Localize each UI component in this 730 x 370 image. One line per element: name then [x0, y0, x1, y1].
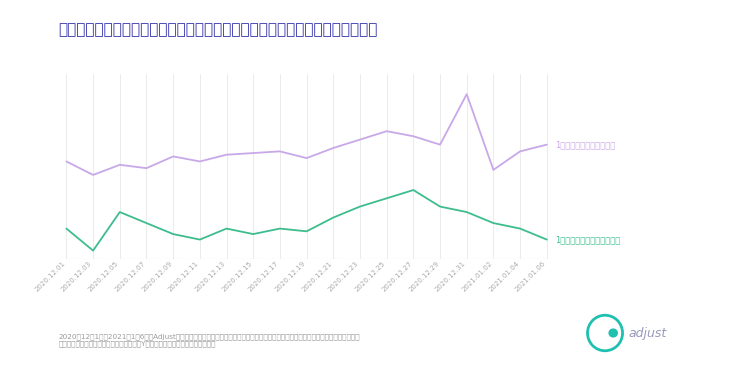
- Text: 1日あたりのセッション数: 1日あたりのセッション数: [555, 140, 615, 149]
- Text: 日本における年末シーズンのソーシャルコミュニケーションアプリの利用状況: 日本における年末シーズンのソーシャルコミュニケーションアプリの利用状況: [58, 22, 378, 37]
- Circle shape: [609, 329, 618, 337]
- Text: 1日あたりのインストール数: 1日あたりのインストール数: [555, 235, 620, 244]
- Text: 2020年12月1日～2021年1月6日にAdjustプラットフォームで計測されたソーシャルコミュニケーションアプリのデータに基づきます。
インストール数とセッ: 2020年12月1日～2021年1月6日にAdjustプラットフォームで計測され…: [58, 333, 360, 347]
- Text: adjust: adjust: [629, 326, 666, 340]
